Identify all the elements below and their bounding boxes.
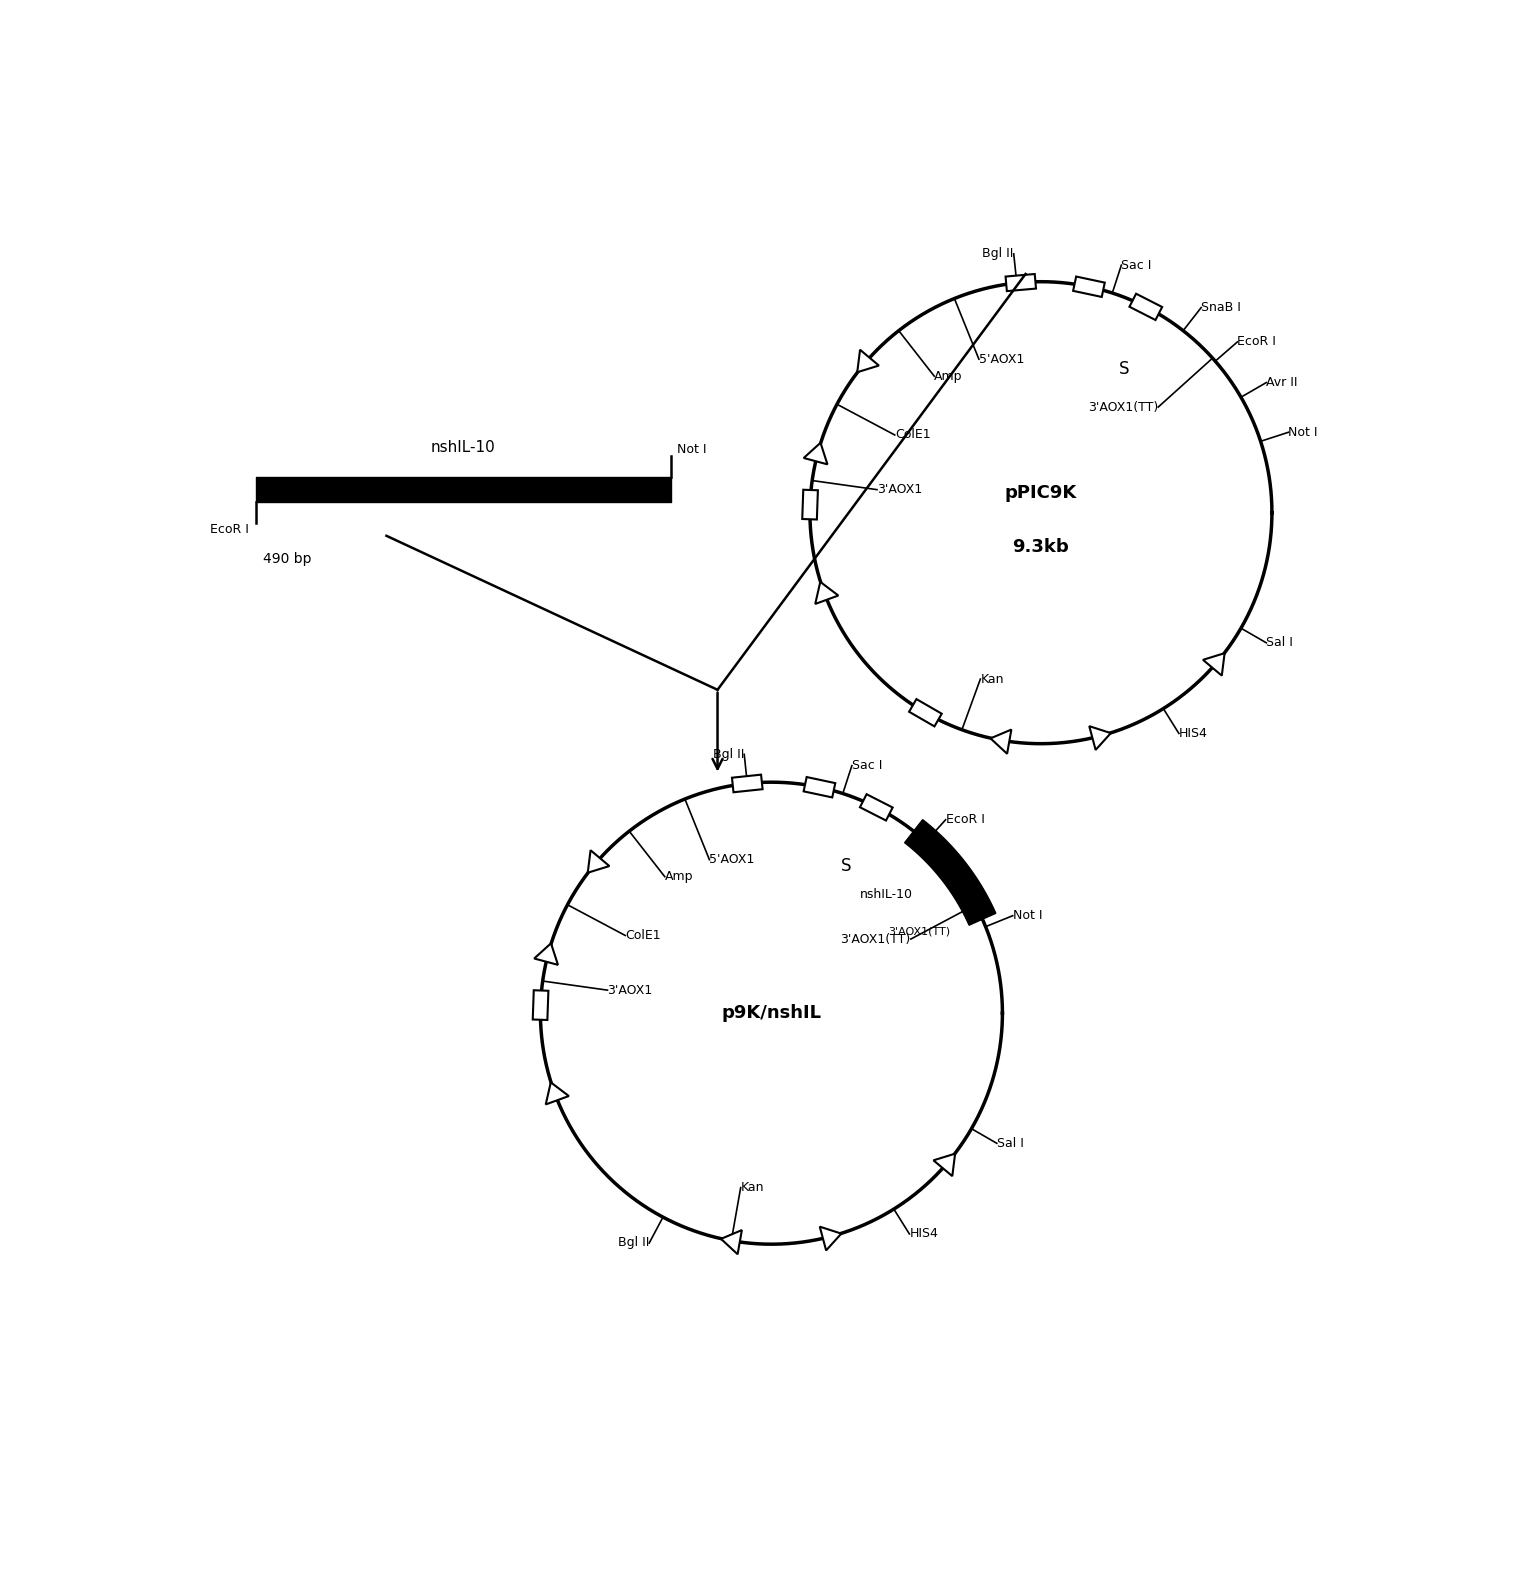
Text: EcoR I: EcoR I: [946, 814, 984, 826]
Text: Amp: Amp: [934, 369, 963, 383]
Text: 3'AOX1(TT): 3'AOX1(TT): [841, 933, 911, 946]
Polygon shape: [546, 1082, 569, 1104]
Polygon shape: [732, 775, 762, 792]
Text: 3'AOX1(TT): 3'AOX1(TT): [888, 925, 951, 936]
Text: nshIL-10: nshIL-10: [859, 888, 913, 900]
Polygon shape: [532, 990, 549, 1020]
Polygon shape: [1089, 726, 1110, 749]
Polygon shape: [587, 850, 610, 873]
Text: Bgl II: Bgl II: [983, 247, 1013, 261]
Text: p9K/nshIL: p9K/nshIL: [721, 1004, 821, 1023]
Text: Not I: Not I: [677, 443, 707, 456]
Text: 5'AOX1: 5'AOX1: [709, 853, 754, 866]
Polygon shape: [1130, 294, 1162, 320]
Text: Sal I: Sal I: [1267, 636, 1293, 649]
Text: Bgl II: Bgl II: [713, 748, 744, 760]
Text: EcoR I: EcoR I: [210, 523, 249, 536]
Text: HIS4: HIS4: [910, 1227, 938, 1241]
Text: Not I: Not I: [1288, 426, 1319, 438]
Text: Kan: Kan: [741, 1181, 764, 1194]
Text: 5'AOX1: 5'AOX1: [980, 353, 1024, 366]
Text: EcoR I: EcoR I: [1238, 336, 1276, 349]
Text: Sac I: Sac I: [852, 759, 882, 773]
Text: ColE1: ColE1: [625, 928, 662, 943]
Polygon shape: [820, 1227, 841, 1251]
Text: Kan: Kan: [981, 672, 1004, 685]
Text: Not I: Not I: [1013, 910, 1042, 922]
Text: SnaB I: SnaB I: [1202, 302, 1241, 314]
Text: S: S: [841, 856, 852, 875]
Polygon shape: [1203, 654, 1224, 676]
Text: Amp: Amp: [665, 870, 694, 883]
Polygon shape: [803, 443, 827, 465]
Polygon shape: [1005, 273, 1036, 291]
Text: nshIL-10: nshIL-10: [430, 440, 496, 456]
Text: Sac I: Sac I: [1121, 259, 1151, 272]
Polygon shape: [803, 778, 835, 798]
Polygon shape: [815, 581, 838, 603]
Text: 3'AOX1(TT): 3'AOX1(TT): [1088, 401, 1157, 413]
Polygon shape: [990, 729, 1011, 754]
Text: 9.3kb: 9.3kb: [1013, 539, 1069, 556]
Text: Avr II: Avr II: [1267, 375, 1297, 390]
Text: 490 bp: 490 bp: [263, 551, 312, 566]
Polygon shape: [1074, 276, 1104, 297]
Text: Bgl II: Bgl II: [618, 1236, 649, 1249]
Text: Sal I: Sal I: [996, 1137, 1024, 1150]
Polygon shape: [721, 1230, 742, 1254]
Text: 3'AOX1: 3'AOX1: [878, 484, 922, 496]
Polygon shape: [534, 943, 558, 965]
Text: HIS4: HIS4: [1179, 727, 1208, 740]
Polygon shape: [802, 490, 818, 520]
Polygon shape: [859, 795, 893, 820]
Text: ColE1: ColE1: [894, 429, 931, 441]
Text: 3'AOX1: 3'AOX1: [607, 983, 653, 996]
Polygon shape: [858, 350, 879, 372]
Text: S: S: [1118, 360, 1129, 379]
Polygon shape: [934, 1153, 955, 1177]
Text: pPIC9K: pPIC9K: [1005, 484, 1077, 503]
Polygon shape: [910, 699, 941, 726]
Polygon shape: [905, 820, 996, 925]
